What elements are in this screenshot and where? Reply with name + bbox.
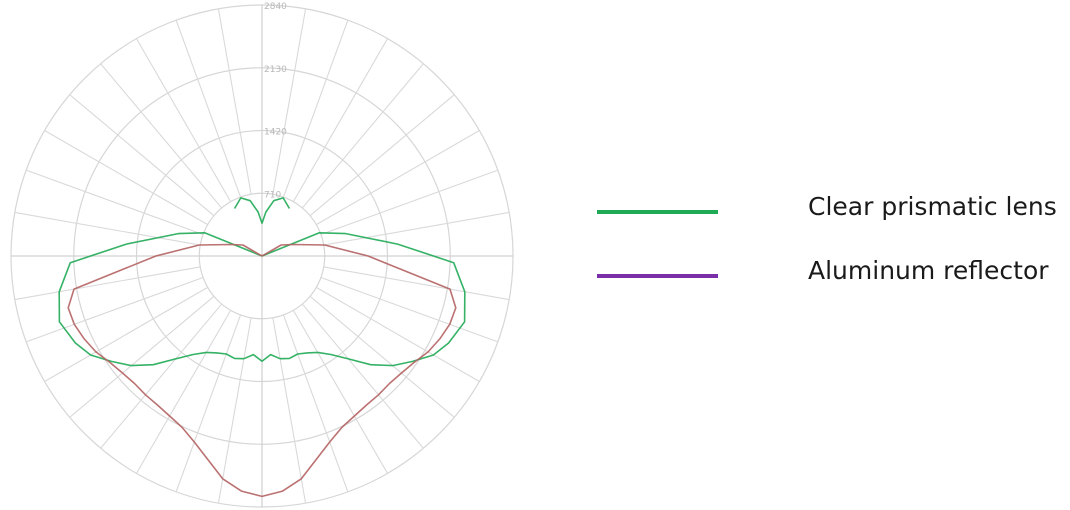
legend-label-1: Aluminum reflector <box>808 256 1049 285</box>
legend-item-1: Aluminum reflector <box>597 254 1067 318</box>
series-curves <box>58 197 466 498</box>
grid-spoke-20 <box>282 314 349 493</box>
grid-spoke-260 <box>14 211 201 246</box>
grid-spoke-60 <box>316 286 480 382</box>
grid-spoke-50 <box>309 295 455 418</box>
ring-label-1: 1420 <box>264 128 287 138</box>
legend-label-0: Clear prismatic lens <box>808 192 1057 221</box>
grid-spoke-350 <box>217 317 252 504</box>
grid-spoke-100 <box>323 211 510 246</box>
grid-spoke-230 <box>69 94 215 217</box>
grid-spoke-250 <box>25 169 204 236</box>
grid-spoke-310 <box>69 295 215 418</box>
grid-spoke-30 <box>292 310 388 474</box>
grid-spoke-290 <box>25 276 204 343</box>
legend-swatch-0 <box>597 210 718 214</box>
grid-spoke-320 <box>100 303 223 449</box>
polar-chart: 710 1420 2130 2840 <box>10 2 514 508</box>
grid-spoke-190 <box>217 8 252 195</box>
series-0-curve-0 <box>58 232 466 367</box>
legend: Clear prismatic lens Aluminum reflector <box>597 190 1067 318</box>
legend-swatch-1 <box>597 274 718 278</box>
legend-item-0: Clear prismatic lens <box>597 190 1067 254</box>
grid-spoke-300 <box>44 286 208 382</box>
grid-spoke-140 <box>301 63 424 209</box>
grid-spoke-210 <box>136 38 232 202</box>
series-1-curve-0 <box>67 243 457 498</box>
grid-spoke-330 <box>136 310 232 474</box>
grid-spoke-150 <box>292 38 388 202</box>
grid-spoke-220 <box>100 63 223 209</box>
grid-spoke-130 <box>309 94 455 217</box>
grid-spoke-170 <box>272 8 307 195</box>
grid-spoke-70 <box>320 276 499 343</box>
grid-spoke-280 <box>14 266 201 301</box>
series-0-curve-1 <box>233 197 291 225</box>
grid-spoke-110 <box>320 169 499 236</box>
grid-spoke-80 <box>323 266 510 301</box>
ring-label-3: 2840 <box>264 2 287 12</box>
ring-labels: 710 1420 2130 2840 <box>264 2 287 200</box>
grid-spoke-200 <box>175 19 242 198</box>
grid-spoke-240 <box>44 130 208 226</box>
grid-spoke-10 <box>272 317 307 504</box>
grid-spoke-120 <box>316 130 480 226</box>
ring-label-2: 2130 <box>264 65 287 75</box>
ring-label-0: 710 <box>264 190 281 200</box>
polar-grid <box>10 4 514 508</box>
grid-spoke-40 <box>301 303 424 449</box>
grid-spoke-340 <box>175 314 242 493</box>
grid-spoke-160 <box>282 19 349 198</box>
